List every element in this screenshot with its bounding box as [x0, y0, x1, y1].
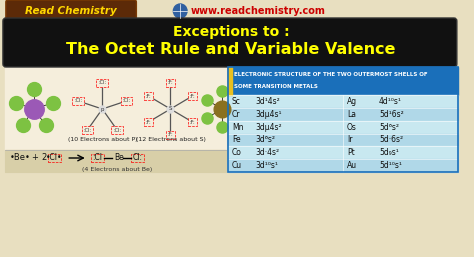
Text: Pt: Pt: [347, 148, 355, 157]
Text: Au: Au: [347, 161, 357, 170]
FancyBboxPatch shape: [91, 154, 104, 162]
Bar: [228, 108, 458, 121]
Text: Co: Co: [232, 148, 242, 157]
FancyBboxPatch shape: [73, 97, 84, 105]
FancyBboxPatch shape: [165, 131, 175, 139]
Bar: [5, 150, 226, 172]
Text: 5d¹⁰s¹: 5d¹⁰s¹: [379, 161, 402, 170]
FancyBboxPatch shape: [96, 79, 108, 87]
FancyBboxPatch shape: [82, 126, 93, 134]
Text: 5d⁶s²: 5d⁶s²: [379, 123, 399, 132]
Text: :F:: :F:: [190, 120, 195, 124]
Bar: [228, 146, 458, 159]
Bar: [228, 67, 458, 95]
FancyBboxPatch shape: [144, 92, 154, 100]
Bar: [228, 121, 458, 133]
Text: :Cl:: :Cl:: [113, 127, 121, 133]
Text: p: p: [100, 106, 104, 112]
Text: Cu: Cu: [232, 161, 242, 170]
Text: 2: 2: [41, 153, 46, 162]
Text: 3dµ4s²: 3dµ4s²: [255, 123, 282, 132]
Text: La: La: [347, 110, 356, 119]
Text: :F:: :F:: [146, 120, 151, 124]
Text: Ir: Ir: [347, 135, 352, 144]
Text: 4d¹⁰s¹: 4d¹⁰s¹: [379, 97, 402, 106]
Text: S: S: [169, 106, 172, 112]
Text: Ag: Ag: [347, 97, 357, 106]
Text: •Cl•: •Cl•: [46, 153, 63, 162]
Text: Cl:: Cl:: [132, 153, 142, 162]
Bar: [228, 67, 232, 95]
Text: 5d₉s¹: 5d₉s¹: [379, 148, 399, 157]
Text: :F:: :F:: [190, 94, 195, 98]
FancyBboxPatch shape: [130, 154, 144, 162]
FancyBboxPatch shape: [111, 126, 123, 134]
Text: SOME TRANSITION METALS: SOME TRANSITION METALS: [234, 85, 318, 89]
Text: :F:: :F:: [168, 80, 173, 86]
Text: 3d·4s²: 3d·4s²: [255, 148, 279, 157]
FancyBboxPatch shape: [3, 18, 457, 67]
Text: The Octet Rule and Variable Valence: The Octet Rule and Variable Valence: [66, 42, 396, 58]
FancyBboxPatch shape: [120, 97, 132, 105]
Text: •Be•: •Be•: [10, 153, 31, 162]
Text: +: +: [31, 153, 38, 162]
Text: Os: Os: [347, 123, 356, 132]
Text: 5d¹6s²: 5d¹6s²: [379, 110, 404, 119]
Bar: [228, 159, 458, 172]
Text: (10 Electrons about P): (10 Electrons about P): [67, 136, 137, 142]
Text: :Cl:: :Cl:: [98, 80, 106, 86]
FancyBboxPatch shape: [48, 154, 61, 162]
FancyBboxPatch shape: [188, 92, 197, 100]
Bar: [5, 67, 226, 172]
Text: Fe: Fe: [232, 135, 240, 144]
Text: 3d¹4s²: 3d¹4s²: [255, 97, 280, 106]
Text: 5d·6s²: 5d·6s²: [379, 135, 403, 144]
FancyBboxPatch shape: [6, 0, 137, 21]
Text: (4 Electrons about Be): (4 Electrons about Be): [82, 167, 152, 171]
Text: 3dµ4s¹: 3dµ4s¹: [255, 110, 282, 119]
Text: www.readchemistry.com: www.readchemistry.com: [191, 5, 326, 15]
Text: Mn: Mn: [232, 123, 243, 132]
Bar: [228, 95, 458, 108]
Text: 3d¹⁰s¹: 3d¹⁰s¹: [255, 161, 278, 170]
Text: Sc: Sc: [232, 97, 241, 106]
Text: ELECTRONIC STRUCTURE OF THE TWO OUTERMOST SHELLS OF: ELECTRONIC STRUCTURE OF THE TWO OUTERMOS…: [234, 72, 428, 78]
Text: (12 Electrons about S): (12 Electrons about S): [136, 136, 205, 142]
Text: :Cl: :Cl: [92, 153, 102, 162]
Bar: [228, 133, 458, 146]
Circle shape: [173, 4, 187, 18]
Text: :F:: :F:: [146, 94, 151, 98]
Text: Cr: Cr: [232, 110, 240, 119]
Text: Exceptions to :: Exceptions to :: [173, 25, 289, 39]
Text: :F:: :F:: [168, 133, 173, 137]
Text: 3d⁶s²: 3d⁶s²: [255, 135, 275, 144]
Text: :Cl:: :Cl:: [83, 127, 91, 133]
Text: :Cl:: :Cl:: [122, 98, 130, 104]
Text: :Cl:: :Cl:: [74, 98, 82, 104]
FancyBboxPatch shape: [144, 118, 154, 126]
Bar: [228, 67, 458, 172]
FancyBboxPatch shape: [165, 79, 175, 87]
Text: Be: Be: [114, 153, 124, 162]
FancyBboxPatch shape: [188, 118, 197, 126]
Text: Read Chemistry: Read Chemistry: [25, 5, 117, 15]
